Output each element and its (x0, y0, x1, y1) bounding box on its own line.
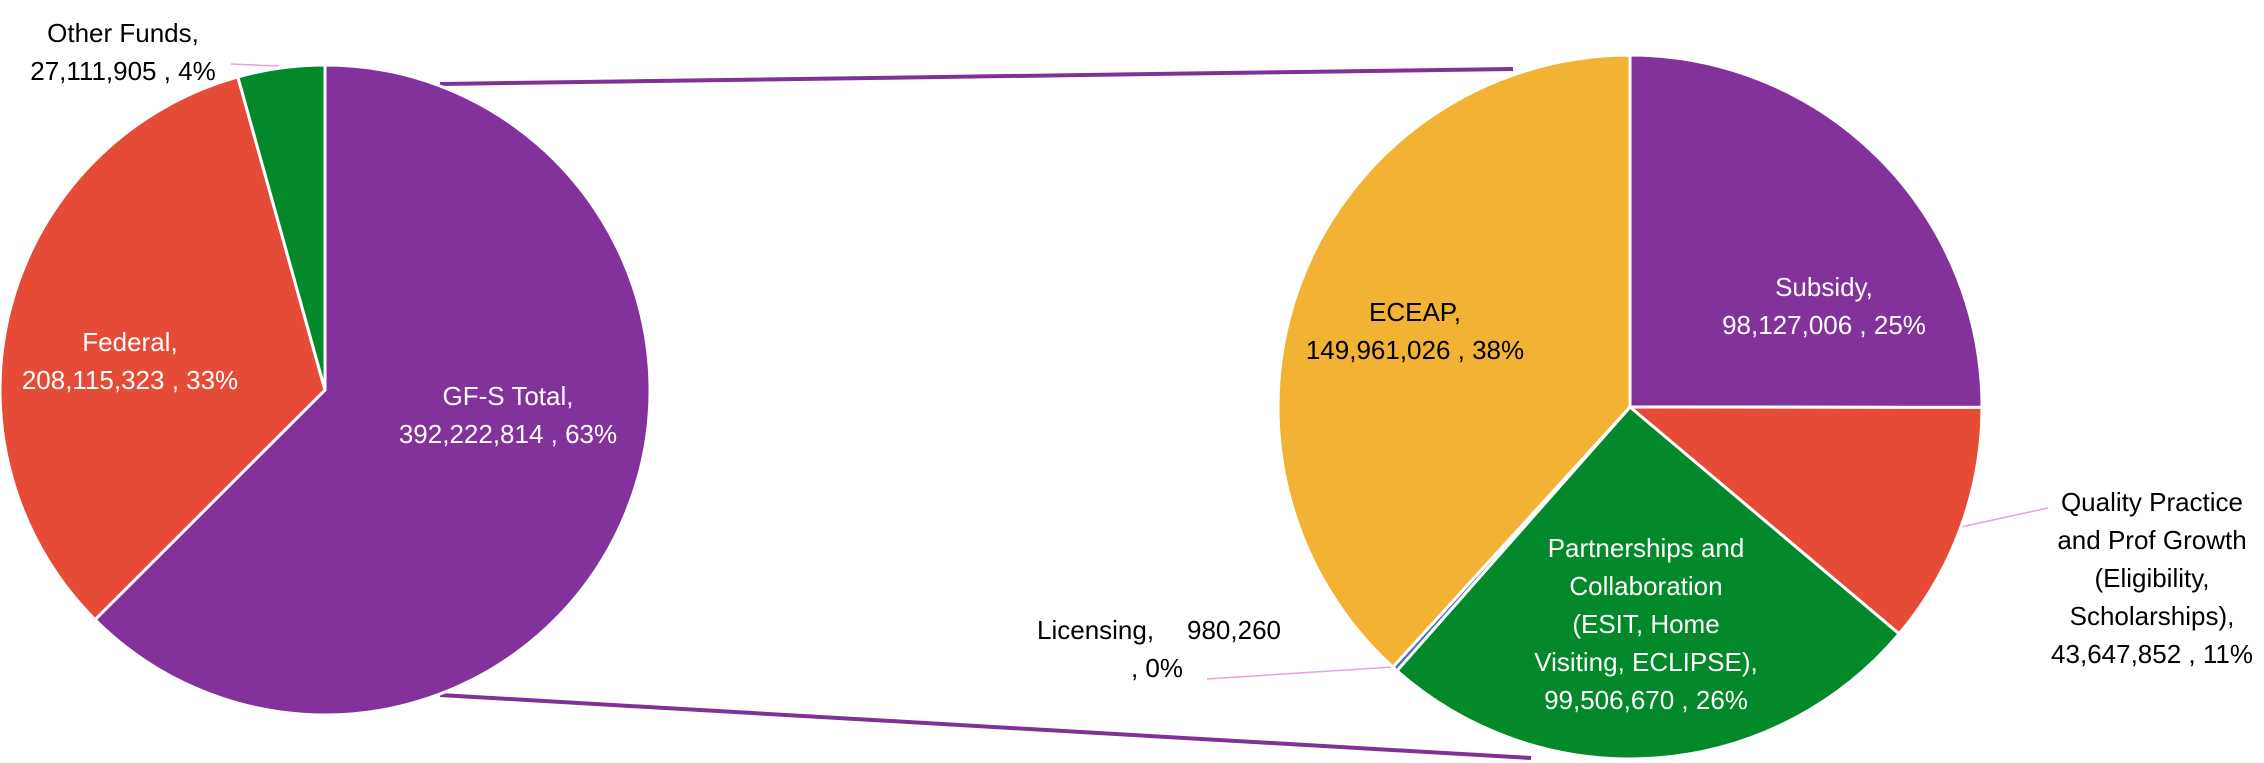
slice-label: Scholarships), (2070, 601, 2235, 631)
slice-label: (ESIT, Home (1572, 609, 1719, 639)
slice-label: and Prof Growth (2057, 525, 2246, 555)
slice-label: Collaboration (1569, 571, 1722, 601)
connector-line (439, 67, 1514, 86)
leader-line (1960, 507, 2049, 528)
slice-label: Quality Practice (2061, 487, 2243, 517)
leader-line (230, 63, 280, 67)
value-label: 98,127,006 , 25% (1722, 310, 1926, 340)
value-label: 980,260 (1187, 615, 1281, 645)
value-label: 43,647,852 , 11% (2051, 639, 2253, 669)
connector-line (439, 693, 1532, 760)
slice-label: Subsidy, (1775, 272, 1873, 302)
pie-slice (92, 63, 652, 717)
pie-slice (1276, 53, 1632, 670)
slice-label: Partnerships and (1548, 533, 1745, 563)
slice-label: Other Funds, (47, 18, 199, 48)
pie-slice (1394, 404, 1902, 761)
value-label: 392,222,814 , 63% (399, 419, 617, 449)
leader-line (1206, 666, 1394, 680)
pie-slice (1625, 405, 1984, 636)
slice-label: (Eligibility, (2094, 563, 2209, 593)
slice-label: GF-S Total, (442, 381, 573, 411)
pie-slice (1628, 53, 1984, 409)
value-label: 208,115,323 , 33% (22, 365, 238, 395)
slice-label: Federal, (82, 327, 177, 357)
pie-slice (0, 75, 327, 622)
value-label: , 0% (1131, 653, 1183, 683)
slice-label: Visiting, ECLIPSE), (1534, 647, 1758, 677)
slice-label: ECEAP, (1369, 297, 1461, 327)
value-label: 99,506,670 , 26% (1544, 685, 1748, 715)
pie-slice (235, 63, 327, 391)
value-label: 149,961,026 , 38% (1306, 335, 1524, 365)
slice-label: Licensing, (1037, 615, 1154, 645)
value-label: 27,111,905 , 4% (30, 56, 216, 86)
